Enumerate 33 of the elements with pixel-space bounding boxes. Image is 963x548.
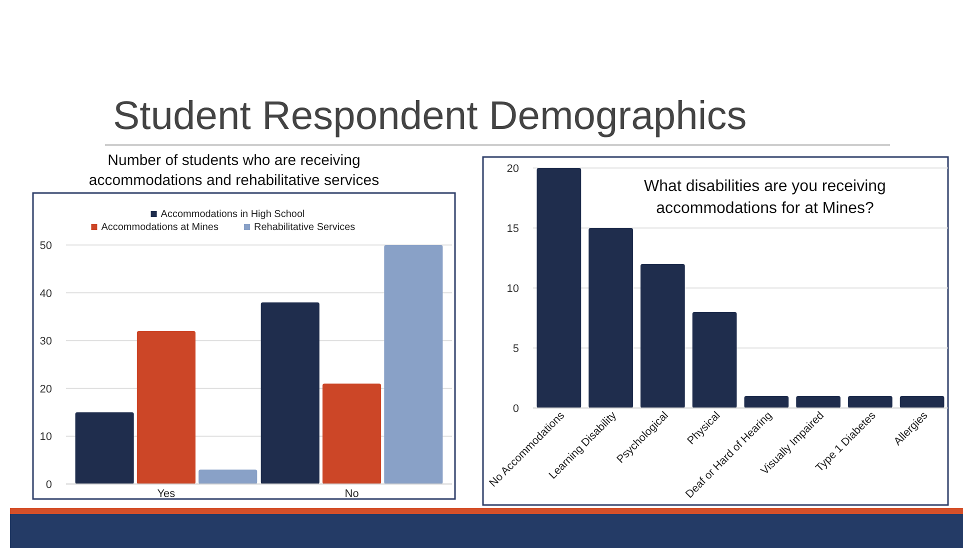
bar bbox=[536, 168, 582, 408]
y-tick-label: 10 bbox=[40, 431, 52, 444]
y-tick-label: 40 bbox=[40, 288, 52, 300]
x-tick-label: No bbox=[344, 488, 359, 500]
y-tick-label: 20 bbox=[40, 383, 52, 396]
bar bbox=[75, 412, 134, 484]
bar bbox=[692, 312, 737, 408]
x-tick-label: Yes bbox=[157, 488, 176, 500]
bar bbox=[900, 396, 944, 408]
bar bbox=[744, 396, 789, 408]
chart-title: Number of students who are receiving accommodations and rehabilitative services bbox=[88, 152, 380, 189]
bar bbox=[796, 396, 840, 408]
y-tick-label: 5 bbox=[512, 343, 519, 355]
legend-label: Accommodations in High School bbox=[160, 209, 305, 220]
bar bbox=[588, 228, 633, 408]
y-tick-label: 20 bbox=[506, 163, 519, 175]
y-tick-label: 0 bbox=[512, 403, 519, 415]
bar bbox=[384, 245, 443, 484]
bar bbox=[136, 331, 196, 484]
y-tick-label: 0 bbox=[46, 479, 52, 491]
legend-label: Accommodations at Mines bbox=[101, 222, 218, 233]
text: What disabilities are you receiving accommodations for at Mines? bbox=[644, 178, 886, 217]
bar bbox=[848, 396, 892, 408]
bar bbox=[322, 384, 382, 484]
y-tick-label: 50 bbox=[40, 240, 52, 252]
y-tick-label: 15 bbox=[506, 223, 519, 235]
y-tick-label: 30 bbox=[40, 336, 52, 348]
bar bbox=[640, 264, 685, 408]
bar bbox=[198, 470, 258, 484]
text: Student Respondent Demographics bbox=[113, 94, 747, 138]
y-tick-label: 10 bbox=[506, 283, 519, 295]
legend-label: Rehabilitative Services bbox=[254, 222, 356, 233]
bar bbox=[260, 302, 320, 484]
